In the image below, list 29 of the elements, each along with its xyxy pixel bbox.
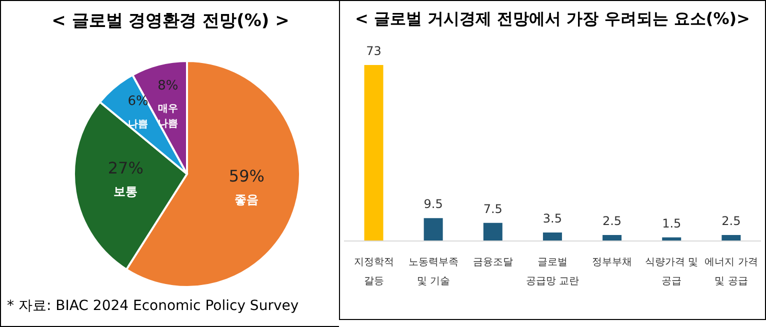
x-tick-label: 글로벌 공급망 교란 — [526, 257, 580, 287]
bar — [722, 234, 741, 241]
data-label: 2.5 — [722, 214, 741, 228]
x-tick-label: 에너지 가격 및 공급 — [704, 257, 758, 287]
data-label: 2.5 — [602, 214, 622, 228]
bar — [424, 218, 443, 241]
data-label: 1.5 — [662, 216, 682, 230]
slice-label: 나쁨 — [128, 118, 148, 130]
bar — [364, 65, 384, 241]
data-label: 27% — [108, 158, 144, 178]
data-label: 8% — [158, 78, 178, 94]
slice-label: 좋음 — [234, 192, 259, 206]
bar — [542, 232, 562, 241]
data-label: 73 — [366, 44, 382, 58]
x-tick-label: 식량가격 및 공급 — [645, 257, 698, 287]
bar — [602, 234, 622, 241]
x-tick-label: 금융조달 — [472, 257, 513, 268]
data-label: 9.5 — [424, 197, 443, 212]
x-tick-label: 노동력부족 및 기술 — [408, 257, 458, 287]
data-label: 3.5 — [542, 212, 562, 226]
text: * 자료: BIAC 2024 Economic Policy Survey — [7, 297, 299, 315]
bar — [483, 222, 502, 241]
slice-label: 보통 — [114, 184, 138, 199]
data-label: 7.5 — [483, 202, 502, 216]
x-tick-label: 지정학적 갈등 — [354, 257, 394, 287]
chart-title: < 글로벌 경영환경 전망(%) > — [50, 10, 290, 32]
chart-title: < 글로벌 거시경제 전망에서 가장 우려되는 요소(%)> — [354, 9, 751, 30]
data-label: 59% — [228, 166, 264, 186]
x-tick-label: 정부부채 — [592, 257, 632, 268]
